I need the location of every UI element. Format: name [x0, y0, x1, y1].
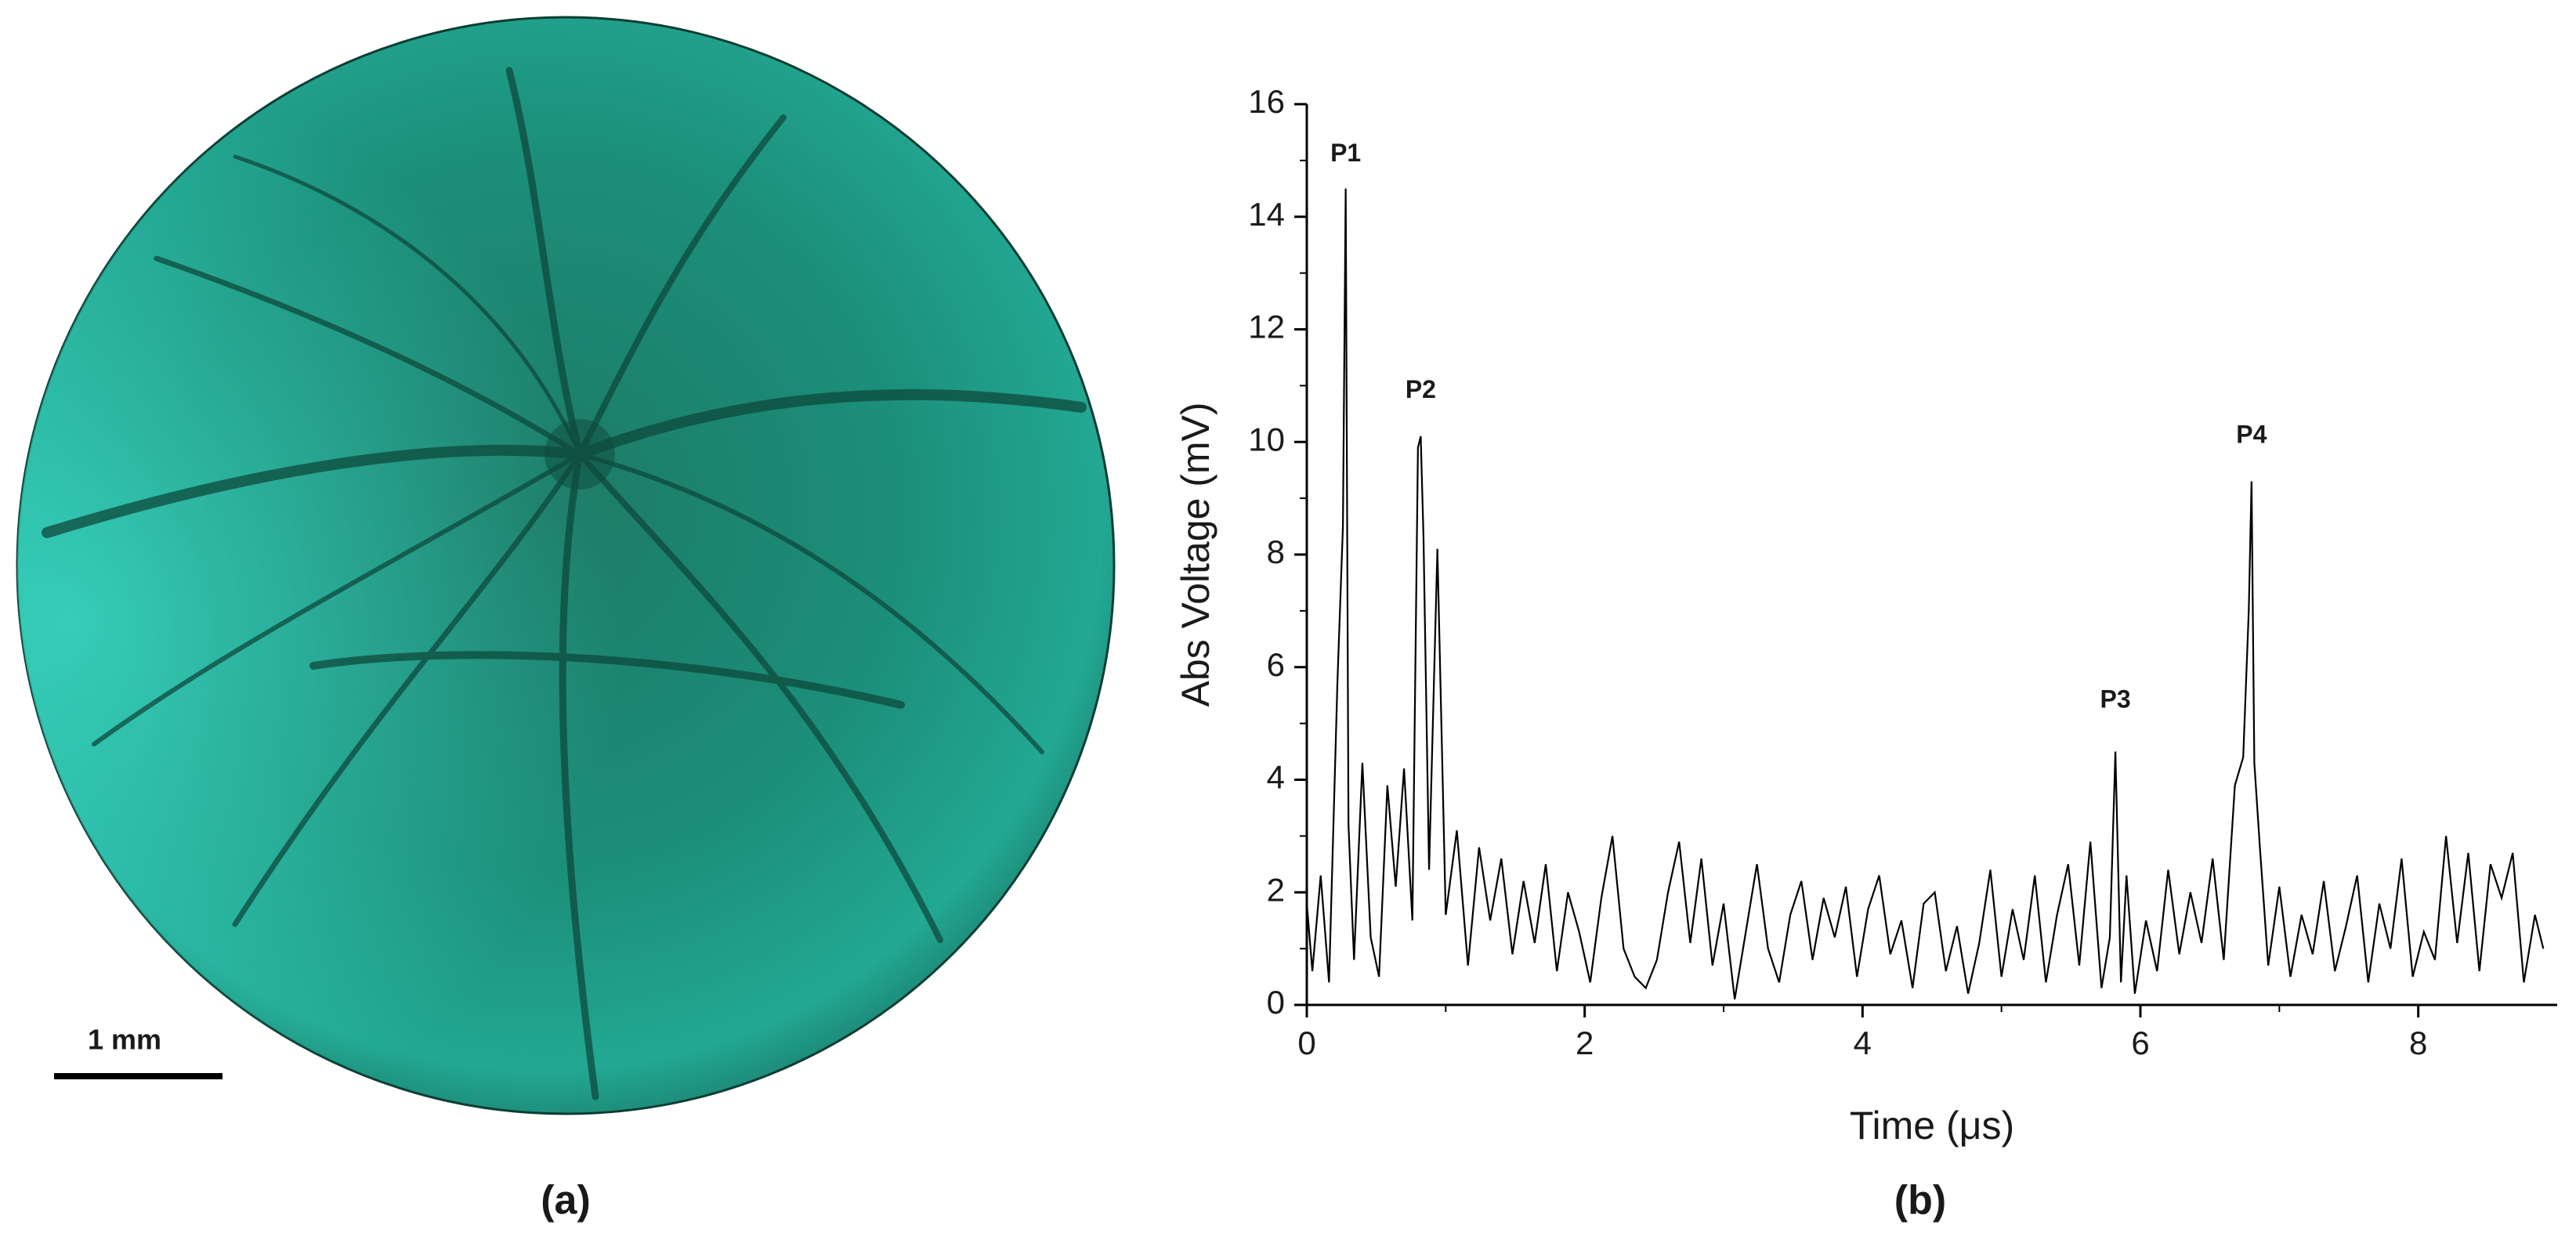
fundus-image [16, 16, 1116, 1115]
peak-label: P2 [1406, 375, 1436, 403]
y-tick-label: 2 [1267, 871, 1285, 908]
peak-label: P4 [2236, 421, 2267, 449]
x-tick-label: 0 [1297, 1025, 1315, 1061]
y-tick-label: 14 [1248, 196, 1285, 233]
peak-label: P1 [1330, 139, 1361, 167]
x-axis-title: Time (μs) [1850, 1104, 2014, 1147]
panel-label: (b) [1894, 1178, 1946, 1223]
y-tick-label: 6 [1267, 646, 1285, 683]
y-tick-label: 12 [1248, 309, 1285, 345]
y-tick-label: 0 [1267, 984, 1285, 1021]
x-tick-label: 4 [1854, 1025, 1872, 1061]
x-tick-label: 2 [1576, 1025, 1594, 1061]
y-tick-label: 10 [1248, 421, 1285, 457]
y-tick-label: 8 [1267, 533, 1285, 570]
scale-bar-label: 1 mm [88, 1024, 161, 1056]
y-axis-title: Abs Voltage (mV) [1174, 402, 1217, 707]
panel-label: (a) [541, 1178, 591, 1223]
signal-line [1305, 188, 2545, 999]
x-tick-label: 8 [2409, 1025, 2427, 1061]
y-tick-label: 16 [1248, 83, 1285, 120]
y-tick-label: 4 [1267, 759, 1285, 796]
x-tick-label: 6 [2131, 1025, 2149, 1061]
peak-label: P3 [2100, 685, 2131, 713]
